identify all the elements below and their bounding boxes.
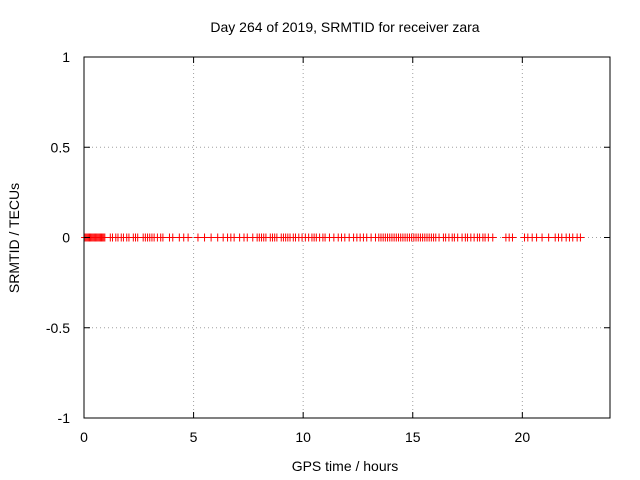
y-tick-label: -1 [58, 410, 71, 426]
y-tick-label: -0.5 [46, 320, 70, 336]
chart-title: Day 264 of 2019, SRMTID for receiver zar… [210, 19, 479, 35]
y-tick-label: 0.5 [51, 139, 71, 155]
x-axis-label: GPS time / hours [292, 458, 399, 474]
x-tick-label: 5 [190, 429, 198, 445]
tick-labels: 0 5 10 15 20 1 0.5 0 -0.5 -1 [46, 49, 530, 445]
data-point [576, 233, 585, 242]
x-tick-label: 10 [295, 429, 311, 445]
data-point [508, 233, 517, 242]
x-tick-label: 15 [405, 429, 421, 445]
y-tick-label: 0 [62, 230, 70, 246]
x-tick-label: 20 [515, 429, 531, 445]
x-tick-label: 0 [80, 429, 88, 445]
data-point [184, 233, 193, 242]
data-point [488, 233, 497, 242]
y-axis-label: SRMTID / TECUs [6, 183, 22, 293]
y-tick-label: 1 [62, 49, 70, 65]
axis-ticks [83, 56, 610, 419]
